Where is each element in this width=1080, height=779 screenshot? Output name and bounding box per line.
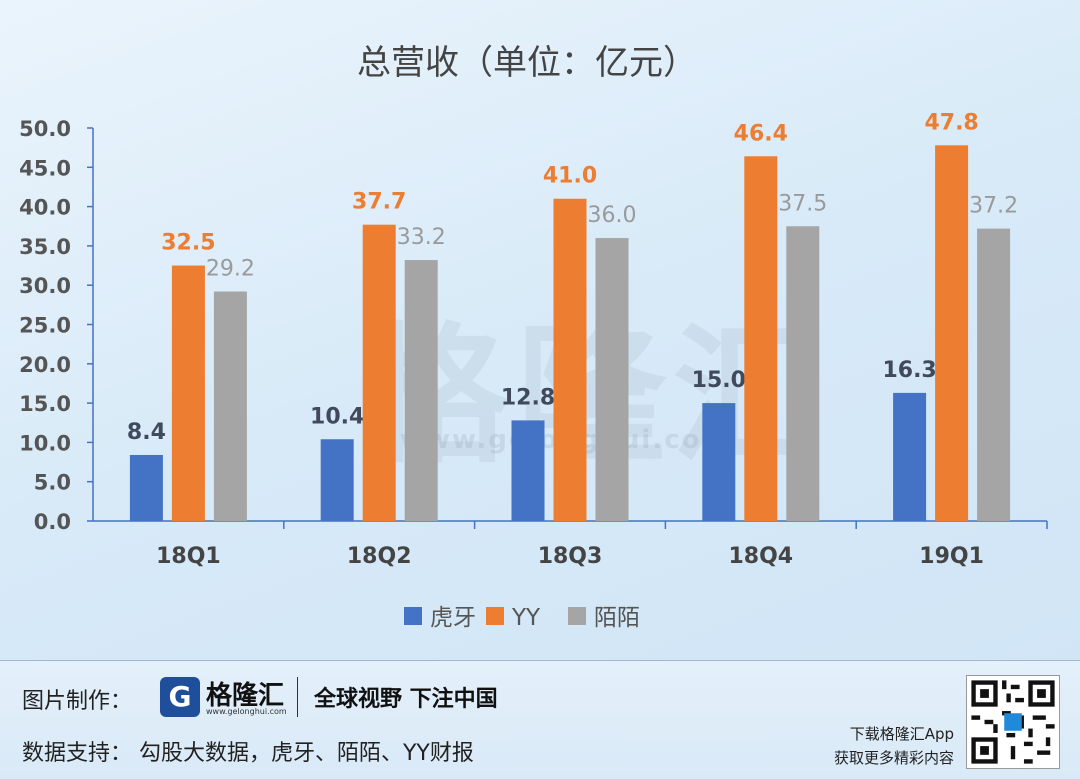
y-tick-label: 40.0	[19, 196, 71, 220]
logo-divider	[297, 677, 298, 717]
bar-18Q2-YY	[362, 224, 396, 522]
x-tick-label: 18Q2	[347, 544, 412, 569]
legend-swatch-陌陌	[568, 607, 586, 625]
app-download-text: 下载格隆汇App	[849, 725, 954, 743]
bar-18Q1-陌陌	[213, 291, 247, 521]
legend-swatch-虎牙	[404, 607, 422, 625]
bar-18Q4-虎牙	[702, 403, 736, 521]
app-promo-text: 获取更多精彩内容	[833, 749, 954, 767]
bar-19Q1-YY	[935, 145, 969, 522]
data-label: 36.0	[588, 203, 637, 228]
y-tick-label: 10.0	[19, 431, 71, 455]
x-tick-label: 18Q1	[156, 544, 221, 569]
data-label: 47.8	[924, 110, 978, 135]
bar-18Q1-虎牙	[129, 454, 163, 521]
chart-area: 格隆汇 www.gelonghui.com 总营收（单位：亿元）0.05.010…	[19, 43, 1048, 631]
y-tick-label: 45.0	[19, 156, 71, 180]
bar-18Q4-YY	[744, 156, 778, 521]
legend-label: 陌陌	[594, 605, 640, 631]
data-label: 37.7	[352, 190, 406, 215]
data-source: 数据支持： 勾股大数据，虎牙、陌陌、YY财报	[22, 741, 474, 766]
data-label: 12.8	[501, 385, 555, 410]
y-tick-label: 5.0	[34, 471, 71, 495]
qr-code-icon[interactable]	[966, 675, 1060, 769]
data-label: 29.2	[206, 256, 255, 281]
data-label: 37.2	[969, 194, 1018, 219]
bar-18Q2-陌陌	[404, 260, 438, 521]
bar-18Q1-YY	[171, 265, 205, 521]
data-label: 37.5	[778, 191, 827, 216]
y-tick-label: 35.0	[19, 235, 71, 259]
data-label: 32.5	[161, 231, 215, 256]
y-tick-label: 25.0	[19, 314, 71, 338]
bar-18Q3-陌陌	[595, 238, 629, 522]
bar-19Q1-陌陌	[977, 228, 1011, 521]
data-label: 46.4	[734, 121, 788, 146]
legend-label: 虎牙	[430, 605, 476, 631]
legend-label: YY	[511, 605, 541, 631]
gelonghui-logo-icon: G	[160, 677, 200, 717]
bar-19Q1-虎牙	[893, 392, 927, 521]
credit-label: 图片制作：	[22, 689, 133, 714]
y-tick-label: 15.0	[19, 392, 71, 416]
bar-18Q3-虎牙	[511, 420, 545, 521]
x-tick-label: 19Q1	[919, 544, 984, 569]
bar-18Q2-虎牙	[320, 439, 354, 521]
x-tick-label: 18Q3	[538, 544, 603, 569]
bar-chart: 总营收（单位：亿元） 0.0 5.0 10.0 15.0 20.0 25.0 30.0 35.0…	[19, 43, 1048, 631]
bar-18Q3-YY	[553, 198, 587, 522]
footer: 图片制作： G 格隆汇 www.gelonghui.com 全球视野 下注中国 …	[0, 660, 1080, 779]
legend-swatch-YY	[486, 607, 504, 625]
y-tick-label: 30.0	[19, 274, 71, 298]
logo-url: www.gelonghui.com	[206, 707, 287, 716]
x-tick-label: 18Q4	[728, 544, 793, 569]
data-label: 10.4	[310, 404, 364, 429]
data-label: 33.2	[397, 225, 446, 250]
data-label: 41.0	[543, 164, 597, 189]
data-label: 8.4	[127, 420, 166, 445]
y-tick-label: 50.0	[19, 117, 71, 141]
y-tick-label: 0.0	[34, 510, 71, 534]
data-label: 15.0	[692, 368, 746, 393]
logo-name: 格隆汇	[206, 681, 285, 711]
y-tick-label: 20.0	[19, 353, 71, 377]
slogan: 全球视野 下注中国	[314, 687, 498, 712]
bar-18Q4-陌陌	[786, 226, 820, 521]
data-label: 16.3	[882, 358, 936, 383]
chart-title: 总营收（单位：亿元）	[357, 43, 697, 83]
